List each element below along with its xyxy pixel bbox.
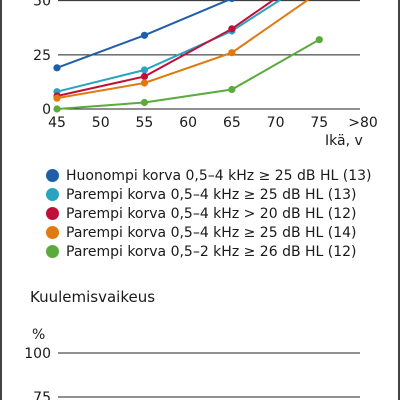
x-tick-50: 50 (92, 115, 110, 131)
legend-item: Huonompi korva 0,5–4 kHz ≥ 25 dB HL (13) (46, 166, 386, 185)
chart-2-title: Kuulemisvaikeus (30, 288, 156, 306)
data-point (53, 94, 61, 102)
series-line (56, 38, 320, 110)
data-point (228, 85, 236, 94)
y-tick-25: 25 (33, 48, 51, 64)
grid-lines-2 (58, 352, 360, 398)
chart-legend: Huonompi korva 0,5–4 kHz ≥ 25 dB HL (13)… (46, 166, 386, 261)
data-point (228, 0, 236, 3)
series-lines (53, 0, 323, 113)
x-tick-45: 45 (48, 115, 66, 131)
legend-item: Parempi korva 0,5–4 kHz ≥ 25 dB HL (14) (46, 223, 386, 242)
data-point (140, 72, 149, 81)
y-tick-100: 100 (24, 346, 51, 362)
frame-right-border (398, 0, 400, 400)
legend-marker (46, 169, 59, 182)
legend-label: Parempi korva 0,5–4 kHz ≥ 25 dB HL (14) (66, 224, 357, 241)
data-point (315, 36, 323, 44)
data-point (53, 64, 61, 72)
series-line (56, 0, 310, 100)
x-tick-labels: 45 50 55 60 65 70 75 >80 (48, 115, 378, 131)
y-tick-labels-2: 100 75 (24, 346, 51, 400)
x-tick-80: >80 (348, 115, 378, 131)
y-axis-unit: % (32, 327, 45, 343)
x-tick-70: 70 (267, 115, 285, 131)
series-1 (53, 0, 236, 72)
x-axis-label: Ikä, v (325, 133, 363, 149)
legend-label: Parempi korva 0,5–2 kHz ≥ 26 dB HL (12) (66, 243, 357, 260)
series-line (56, 0, 231, 69)
series-5 (53, 36, 323, 113)
legend-marker (46, 207, 59, 220)
data-point (140, 98, 149, 107)
y-tick-labels: 0 25 50 (33, 0, 51, 118)
grid-lines (58, 0, 360, 110)
data-point (228, 25, 236, 33)
y-tick-50: 50 (33, 0, 51, 10)
y-tick-0: 0 (42, 102, 51, 118)
series-4 (53, 0, 310, 102)
legend-label: Parempi korva 0,5–4 kHz ≥ 25 dB HL (13) (66, 186, 357, 203)
data-point (140, 66, 149, 74)
data-point (140, 79, 149, 87)
data-point (140, 31, 149, 39)
legend-item: Parempi korva 0,5–2 kHz ≥ 26 dB HL (12) (46, 242, 386, 261)
x-tick-60: 60 (179, 115, 197, 131)
y-tick-75: 75 (33, 390, 51, 400)
legend-label: Huonompi korva 0,5–4 kHz ≥ 25 dB HL (13) (66, 167, 372, 184)
legend-item: Parempi korva 0,5–4 kHz > 20 dB HL (12) (46, 204, 386, 223)
series-line (56, 0, 282, 93)
legend-marker (46, 245, 59, 258)
legend-item: Parempi korva 0,5–4 kHz ≥ 25 dB HL (13) (46, 185, 386, 204)
frame-left-border (0, 0, 2, 400)
x-tick-75: 75 (310, 115, 328, 131)
legend-label: Parempi korva 0,5–4 kHz > 20 dB HL (12) (66, 205, 357, 222)
data-point (53, 105, 61, 113)
series-line (56, 0, 276, 97)
legend-marker (46, 226, 59, 239)
x-tick-65: 65 (223, 115, 241, 131)
x-tick-55: 55 (136, 115, 154, 131)
data-point (228, 49, 236, 57)
legend-marker (46, 188, 59, 201)
hearing-loss-line-chart: 0 25 50 45 50 55 60 65 70 75 >80 Ikä, v (33, 0, 378, 149)
